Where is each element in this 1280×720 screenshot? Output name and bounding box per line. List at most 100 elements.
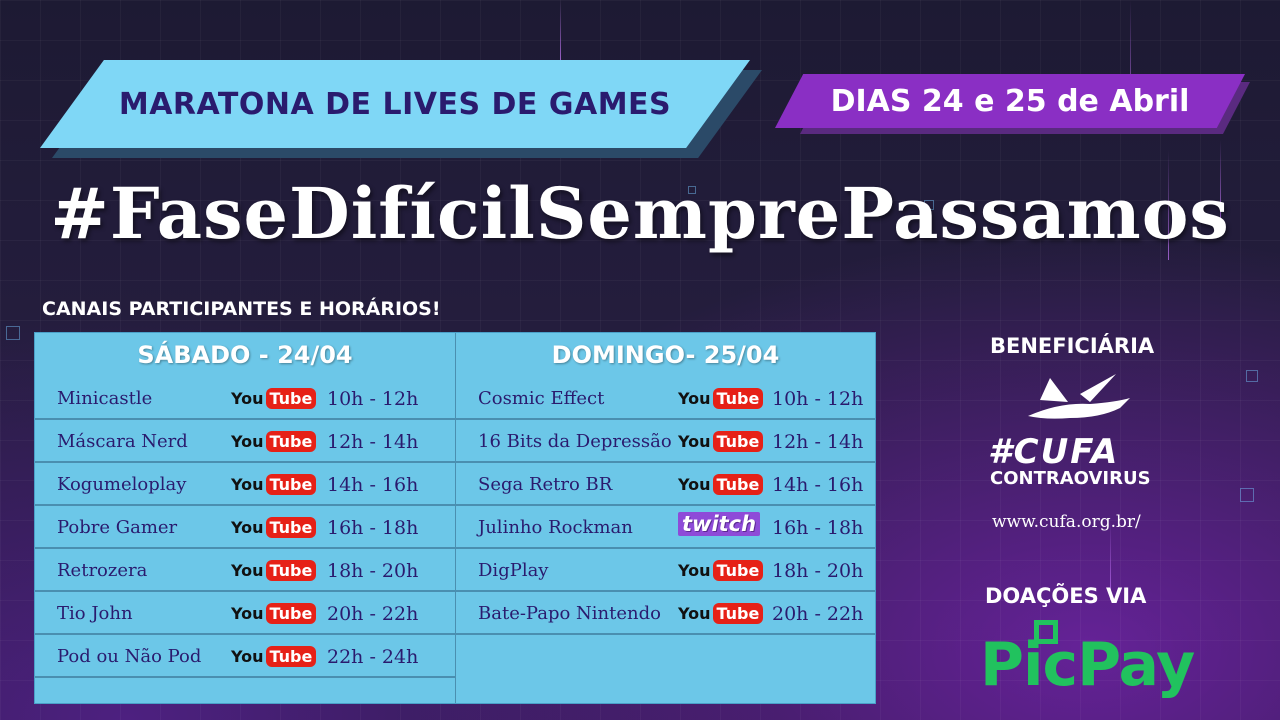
channel-name: Bate-Papo Nintendo: [478, 603, 661, 624]
time-slot: 14h - 16h: [772, 474, 864, 496]
channel-name: Pod ou Não Pod: [57, 646, 202, 667]
schedule-row: Retrozera You Tube 18h - 20h: [35, 549, 455, 592]
youtube-logo-icon: You Tube: [231, 557, 317, 583]
youtube-logo-icon: You Tube: [231, 643, 317, 669]
schedule-row: 16 Bits da Depressão You Tube 12h - 14h: [456, 420, 875, 463]
channel-name: Pobre Gamer: [57, 517, 178, 538]
event-title: MARATONA DE LIVES DE GAMES: [118, 86, 672, 122]
schedule-row: Cosmic Effect You Tube 10h - 12h: [456, 377, 875, 420]
picpay-square-icon: [1034, 620, 1058, 644]
youtube-tube-text: Tube: [265, 559, 317, 581]
channel-name: Cosmic Effect: [478, 388, 605, 409]
deco-square: [1246, 370, 1258, 382]
saturday-column: SÁBADO - 24/04 Minicastle You Tube 10h - 12…: [35, 333, 456, 703]
time-slot: 18h - 20h: [772, 560, 864, 582]
channel-name: Kogumeloplay: [57, 474, 187, 495]
deco-square: [924, 200, 934, 210]
youtube-logo-icon: You Tube: [231, 600, 317, 626]
youtube-you-text: You: [231, 388, 264, 408]
youtube-logo-icon: You Tube: [678, 600, 764, 626]
deco-line: [1130, 0, 1131, 120]
dove-icon: [1028, 374, 1130, 419]
youtube-you-text: You: [231, 646, 264, 666]
cufa-logo-text: #CUFA: [988, 432, 1120, 472]
channel-name: Minicastle: [57, 388, 153, 409]
deco-line: [1168, 150, 1169, 260]
youtube-tube-text: Tube: [712, 430, 764, 452]
time-slot: 22h - 24h: [327, 646, 419, 668]
cufa-url[interactable]: www.cufa.org.br/: [992, 512, 1141, 532]
youtube-you-text: You: [678, 388, 711, 408]
cufa-subtext: CONTRAOVIRUS: [990, 468, 1151, 489]
schedule-row: Kogumeloplay You Tube 14h - 16h: [35, 463, 455, 506]
youtube-you-text: You: [231, 474, 264, 494]
schedule-row: Máscara Nerd You Tube 12h - 14h: [35, 420, 455, 463]
time-slot: 16h - 18h: [327, 517, 419, 539]
channel-name: Máscara Nerd: [57, 431, 188, 452]
youtube-logo-icon: You Tube: [231, 514, 317, 540]
youtube-logo-icon: You Tube: [678, 471, 764, 497]
channel-name: Sega Retro BR: [478, 474, 613, 495]
youtube-tube-text: Tube: [265, 473, 317, 495]
hashtag-headline: #FaseDifícilSemprePassamos: [50, 172, 1230, 255]
youtube-you-text: You: [678, 560, 711, 580]
deco-line: [1220, 140, 1221, 220]
youtube-you-text: You: [231, 560, 264, 580]
time-slot: 12h - 14h: [772, 431, 864, 453]
sunday-column: DOMINGO- 25/04 Cosmic Effect You Tube 10h -…: [456, 333, 875, 703]
youtube-you-text: You: [231, 517, 264, 537]
schedule-row: DigPlay You Tube 18h - 20h: [456, 549, 875, 592]
picpay-logo: PicPay: [980, 630, 1195, 700]
youtube-you-text: You: [231, 603, 264, 623]
youtube-tube-text: Tube: [265, 645, 317, 667]
time-slot: 20h - 22h: [772, 603, 864, 625]
schedule-row: Minicastle You Tube 10h - 12h: [35, 377, 455, 420]
youtube-tube-text: Tube: [265, 602, 317, 624]
channel-name: Retrozera: [57, 560, 148, 581]
title-banner: [40, 60, 750, 148]
deco-square: [1240, 488, 1254, 502]
deco-line: [1110, 520, 1111, 600]
youtube-you-text: You: [678, 603, 711, 623]
youtube-logo-icon: You Tube: [231, 471, 317, 497]
youtube-tube-text: Tube: [712, 473, 764, 495]
schedule-row: Sega Retro BR You Tube 14h - 16h: [456, 463, 875, 506]
youtube-you-text: You: [678, 474, 711, 494]
deco-square: [688, 186, 696, 194]
youtube-logo-icon: You Tube: [231, 428, 317, 454]
event-dates: DIAS 24 e 25 de Abril: [775, 74, 1245, 128]
youtube-tube-text: Tube: [712, 602, 764, 624]
channel-name: DigPlay: [478, 560, 549, 581]
twitch-wordmark: twitch: [678, 512, 761, 536]
youtube-you-text: You: [678, 431, 711, 451]
schedule-table: SÁBADO - 24/04 Minicastle You Tube 10h - 12…: [34, 332, 876, 704]
time-slot: 16h - 18h: [772, 517, 864, 539]
schedule-row: Pod ou Não Pod You Tube 22h - 24h: [35, 635, 455, 678]
deco-line: [560, 0, 561, 60]
time-slot: 10h - 12h: [327, 388, 419, 410]
schedule-row: Julinho Rockman twitch 16h - 18h: [456, 506, 875, 549]
channel-name: 16 Bits da Depressão: [478, 431, 672, 452]
youtube-tube-text: Tube: [712, 559, 764, 581]
donation-label: DOAÇÕES VIA: [985, 584, 1147, 608]
youtube-logo-icon: You Tube: [231, 385, 317, 411]
schedule-row: Pobre Gamer You Tube 16h - 18h: [35, 506, 455, 549]
youtube-you-text: You: [231, 431, 264, 451]
time-slot: 14h - 16h: [327, 474, 419, 496]
time-slot: 12h - 14h: [327, 431, 419, 453]
youtube-logo-icon: You Tube: [678, 385, 764, 411]
schedule-subtitle: CANAIS PARTICIPANTES E HORÁRIOS!: [42, 298, 441, 320]
channel-name: Tio John: [57, 603, 133, 624]
schedule-row: Tio John You Tube 20h - 22h: [35, 592, 455, 635]
youtube-tube-text: Tube: [712, 387, 764, 409]
time-slot: 18h - 20h: [327, 560, 419, 582]
sunday-header: DOMINGO- 25/04: [551, 341, 780, 369]
saturday-header: SÁBADO - 24/04: [137, 341, 353, 369]
youtube-tube-text: Tube: [265, 516, 317, 538]
schedule-row: Bate-Papo Nintendo You Tube 20h - 22h: [456, 592, 875, 635]
time-slot: 20h - 22h: [327, 603, 419, 625]
youtube-tube-text: Tube: [265, 387, 317, 409]
deco-square: [6, 326, 20, 340]
channel-name: Julinho Rockman: [478, 517, 633, 538]
youtube-logo-icon: You Tube: [678, 557, 764, 583]
